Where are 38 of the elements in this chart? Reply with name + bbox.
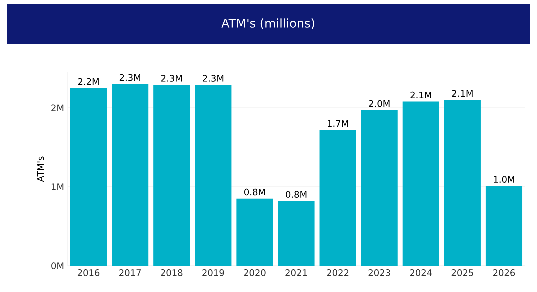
data-label: 2.3M (161, 75, 182, 82)
data-label: 1.7M (328, 120, 348, 127)
bar (70, 88, 108, 266)
data-label: 0.8M (286, 191, 307, 198)
x-tick-label: 2019 (202, 270, 224, 276)
x-tick-label: 2018 (161, 270, 183, 276)
y-tick-label: 2M (52, 104, 64, 112)
y-axis-title: ATM's (37, 156, 44, 182)
y-tick-label: 0M (52, 262, 64, 270)
x-tick-label: 2016 (78, 270, 100, 276)
data-label: 2.3M (120, 74, 140, 82)
x-tick-label: 2022 (327, 270, 349, 276)
data-label: 2.1M (410, 92, 432, 99)
bar (402, 102, 440, 266)
bar (112, 84, 149, 266)
chart-title: ATM's (millions) (222, 18, 314, 30)
data-label: 2.1M (452, 90, 473, 97)
x-tick-label: 2026 (493, 270, 516, 276)
data-label: 2.3M (203, 75, 224, 82)
data-label: 0.8M (244, 188, 266, 196)
bar (236, 198, 274, 266)
bar (195, 85, 232, 266)
bar (361, 110, 398, 266)
x-tick-label: 2021 (286, 270, 308, 276)
x-tick-label: 2024 (410, 270, 432, 276)
data-label: 2.0M (369, 100, 390, 108)
x-tick-label: 2025 (452, 270, 474, 276)
data-label: 2.2M (78, 78, 99, 86)
bar (320, 130, 356, 266)
x-tick-label: 2023 (368, 270, 390, 276)
data-label: 1.0M (494, 176, 514, 184)
x-tick-label: 2017 (120, 270, 141, 276)
bar (154, 85, 190, 266)
x-tick-label: 2020 (244, 270, 266, 276)
bar (278, 201, 315, 266)
bar (444, 100, 481, 266)
bar (486, 186, 523, 266)
y-tick-label: 1M (52, 184, 64, 190)
